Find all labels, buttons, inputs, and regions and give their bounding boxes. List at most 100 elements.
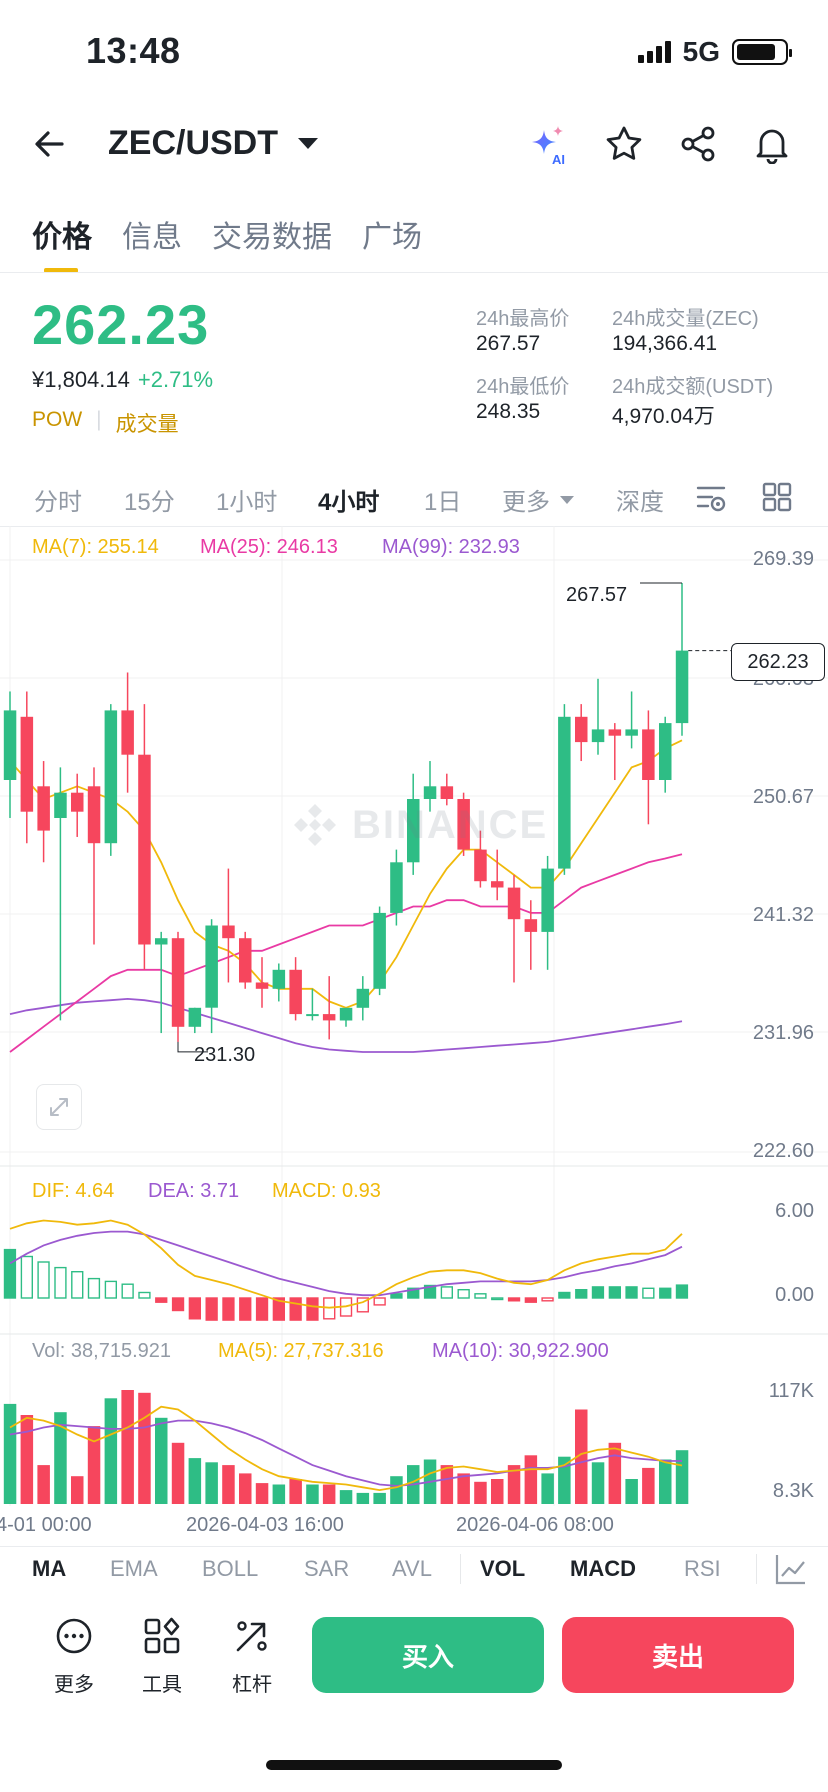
candle-body xyxy=(608,729,622,736)
chart-settings-icon[interactable] xyxy=(696,484,728,519)
candle-body xyxy=(239,938,252,983)
caret-down-icon xyxy=(560,495,574,504)
ai-sparkle-icon[interactable]: AI xyxy=(528,124,572,173)
indicator-divider xyxy=(756,1554,757,1584)
candle-body xyxy=(642,729,655,780)
volume-bar xyxy=(222,1465,235,1504)
volume-bar xyxy=(20,1415,34,1504)
expand-icon[interactable] xyxy=(36,1084,82,1130)
macd-bar xyxy=(138,1291,151,1299)
timeframe-1d[interactable]: 1日 xyxy=(424,489,462,516)
candle-body xyxy=(71,792,84,812)
indicator-ma[interactable]: MA xyxy=(32,1556,67,1581)
candle-body xyxy=(339,1007,353,1021)
battery-icon xyxy=(732,39,792,65)
volume-bar xyxy=(524,1455,538,1504)
volume-bar xyxy=(87,1426,101,1504)
timeframe-more-label: 更多 xyxy=(502,489,550,516)
indicator-ema[interactable]: EMA xyxy=(110,1556,158,1581)
volume-bar xyxy=(356,1492,370,1504)
tools-action[interactable]: 工具 xyxy=(122,1616,202,1697)
volume-bar xyxy=(121,1390,134,1504)
tab-info[interactable]: 信息 xyxy=(122,221,182,254)
macd-bar xyxy=(675,1284,689,1299)
dif-legend: DIF: 4.64 xyxy=(32,1180,115,1202)
tag-pow[interactable]: POW xyxy=(32,408,83,431)
tab-trading-data[interactable]: 交易数据 xyxy=(212,221,332,254)
tab-price[interactable]: 价格 xyxy=(32,221,92,254)
tab-underline xyxy=(44,268,78,273)
leverage-action[interactable]: 杠杆 xyxy=(212,1616,292,1697)
indicator-sar[interactable]: SAR xyxy=(304,1556,350,1581)
macd-bar xyxy=(188,1297,201,1320)
candle-body xyxy=(121,710,134,755)
candlestick-chart[interactable] xyxy=(0,526,828,1516)
macd-bar xyxy=(407,1287,420,1299)
back-arrow-icon[interactable] xyxy=(32,126,68,167)
star-icon[interactable] xyxy=(604,124,644,169)
volume-bar xyxy=(541,1473,554,1504)
indicator-rsi[interactable]: RSI xyxy=(684,1556,721,1581)
timeframe-15m[interactable]: 15分 xyxy=(124,489,175,516)
home-indicator xyxy=(266,1760,562,1770)
volume-bar xyxy=(440,1465,454,1504)
volume-value: 194,366.41 xyxy=(612,332,718,355)
volume-bar xyxy=(373,1492,386,1504)
candle-body xyxy=(272,969,286,989)
binance-watermark: BINANCE xyxy=(290,800,548,850)
candle-body xyxy=(675,650,689,724)
macd-bar xyxy=(306,1297,319,1321)
macd-bar xyxy=(474,1293,487,1299)
sell-button[interactable]: 卖出 xyxy=(562,1617,794,1693)
grid-layout-icon[interactable] xyxy=(762,482,792,517)
price-axis-label: 231.96 xyxy=(752,1022,814,1044)
signal-icon xyxy=(637,41,671,63)
share-icon[interactable] xyxy=(678,124,718,169)
volume-bar xyxy=(289,1479,302,1504)
macd-legend: MACD: 0.93 xyxy=(272,1180,381,1202)
timeframe-1h[interactable]: 1小时 xyxy=(216,489,278,516)
buy-button[interactable]: 买入 xyxy=(312,1617,544,1693)
binance-logo-icon xyxy=(294,804,336,846)
macd-bar xyxy=(104,1280,118,1299)
pair-selector[interactable]: ZEC/USDT xyxy=(108,124,318,163)
tag-volume[interactable]: 成交量 xyxy=(115,413,179,436)
indicator-macd[interactable]: MACD xyxy=(570,1556,636,1581)
candle-body xyxy=(306,1014,319,1017)
macd-bar xyxy=(642,1287,655,1299)
timeframe-4h[interactable]: 4小时 xyxy=(318,489,380,516)
tools-label: 工具 xyxy=(142,1674,182,1696)
change-percent: +2.71% xyxy=(137,367,214,392)
volume-bar xyxy=(390,1476,403,1504)
indicator-settings-icon[interactable] xyxy=(774,1552,808,1591)
macd-bar xyxy=(54,1266,67,1299)
candle-body xyxy=(87,786,101,844)
cny-price: ¥1,804.14 xyxy=(32,367,130,392)
macd-bar xyxy=(390,1293,403,1299)
depth-tab[interactable]: 深度 xyxy=(616,489,664,516)
macd-axis-label: 0.00 xyxy=(775,1284,814,1306)
candle-body xyxy=(37,786,50,831)
macd-bar xyxy=(659,1287,672,1299)
volume-bar xyxy=(507,1465,521,1504)
volume-bar xyxy=(188,1458,202,1504)
macd-bar xyxy=(289,1297,302,1321)
vol-axis-label: 117K xyxy=(768,1380,814,1402)
indicator-vol[interactable]: VOL xyxy=(480,1556,526,1581)
tab-square[interactable]: 广场 xyxy=(362,221,422,254)
high-label: 24h最高价 xyxy=(476,308,570,330)
timeframe-1m[interactable]: 分时 xyxy=(34,489,82,516)
more-label: 更多 xyxy=(54,1674,94,1696)
timeframe-more[interactable]: 更多 xyxy=(502,482,574,517)
candle-body xyxy=(407,799,420,863)
candle-body xyxy=(171,938,185,1027)
indicator-boll[interactable]: BOLL xyxy=(202,1556,259,1581)
bell-icon[interactable] xyxy=(752,124,792,169)
macd-bar xyxy=(37,1261,50,1299)
more-action[interactable]: 更多 xyxy=(34,1616,114,1697)
vol-ma5-legend: MA(5): 27,737.316 xyxy=(218,1340,384,1362)
candle-body xyxy=(625,729,638,736)
high-marker-label: 267.57 xyxy=(566,584,628,606)
indicator-avl[interactable]: AVL xyxy=(392,1556,432,1581)
divider xyxy=(0,526,828,527)
